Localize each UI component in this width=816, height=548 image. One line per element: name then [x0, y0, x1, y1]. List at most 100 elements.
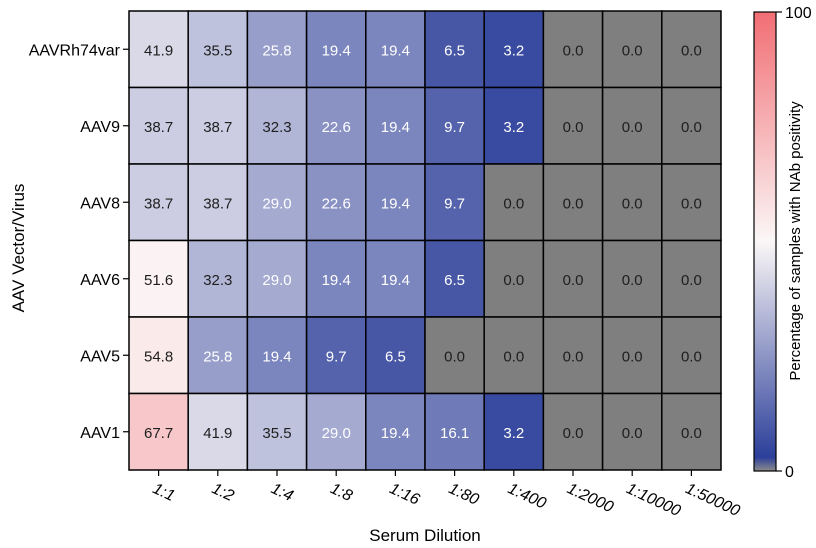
heatmap-cell	[483, 163, 545, 242]
heatmap-cell-label: 6.5	[444, 272, 465, 289]
heatmap-cell	[601, 239, 663, 318]
heatmap-cell-label: 0.0	[563, 272, 584, 289]
heatmap-cell-label: 32.3	[203, 272, 232, 289]
heatmap-cell	[187, 316, 249, 395]
heatmap-cell	[424, 10, 485, 89]
heatmap-cell	[661, 10, 722, 89]
heatmap-cell-label: 0.0	[622, 272, 643, 289]
heatmap-cell	[601, 163, 663, 242]
heatmap-cell-label: 0.0	[444, 348, 465, 365]
heatmap-cell-label: 22.6	[322, 195, 351, 212]
heatmap-cell-label: 0.0	[622, 195, 643, 212]
heatmap-cell-label: 9.7	[444, 119, 465, 136]
heatmap-cell-label: 6.5	[444, 42, 465, 59]
y-tick-label: AAV5	[80, 348, 120, 365]
heatmap-cell-label: 0.0	[681, 119, 702, 136]
colorbar: 100 0 Percentage of samples with NAb pos…	[753, 5, 812, 481]
heatmap-cell-label: 54.8	[144, 348, 173, 365]
heatmap-cell-label: 51.6	[144, 272, 173, 289]
heatmap-cell-label: 0.0	[563, 425, 584, 442]
heatmap-cell	[661, 316, 722, 395]
heatmap-cell	[305, 86, 367, 165]
heatmap-cell-label: 0.0	[681, 42, 702, 59]
x-tick-label: 1:80	[446, 480, 481, 509]
heatmap-cell-label: 0.0	[563, 42, 584, 59]
heatmap-cell	[246, 163, 308, 242]
heatmap-cell-label: 0.0	[622, 42, 643, 59]
heatmap-cell	[661, 239, 722, 318]
x-tick-label: 1:8	[328, 480, 355, 505]
heatmap-cell-label: 19.4	[381, 195, 410, 212]
heatmap-cell-label: 25.8	[203, 348, 232, 365]
x-tick-label: 1:2000	[564, 480, 616, 516]
y-tick-label: AAV1	[80, 425, 120, 442]
x-tick-label: 1:10000	[624, 480, 684, 520]
heatmap-cell-label: 38.7	[144, 119, 173, 136]
heatmap-cell	[246, 316, 308, 395]
heatmap-cell-label: 19.4	[381, 42, 410, 59]
heatmap-cell	[128, 392, 189, 471]
colorbar-tick-label-max: 100	[785, 5, 812, 22]
heatmap-cell-label: 0.0	[563, 119, 584, 136]
heatmap-cell-label: 25.8	[262, 42, 291, 59]
heatmap-cell	[483, 239, 545, 318]
heatmap-cell	[187, 86, 249, 165]
heatmap-cell	[128, 10, 189, 89]
heatmap-cell	[187, 163, 249, 242]
heatmap-cell	[661, 163, 722, 242]
heatmap-cell-label: 29.0	[262, 195, 291, 212]
x-tick-label: 1:4	[268, 480, 295, 505]
heatmap-cell-label: 0.0	[503, 348, 524, 365]
colorbar-label: Percentage of samples with NAb positivit…	[787, 101, 804, 381]
heatmap-cell-label: 0.0	[622, 425, 643, 442]
heatmap-cell-label: 19.4	[381, 119, 410, 136]
x-tick-label: 1:1	[150, 480, 177, 505]
heatmap-cell-label: 0.0	[622, 119, 643, 136]
y-tick-label: AAV9	[80, 119, 120, 136]
x-tick-labels: 1:1 1:2 1:4 1:8 1:16 1:80 1:400 1:2000 1:10000 1:…	[150, 470, 742, 520]
colorbar-tick-label-min: 0	[785, 464, 794, 481]
heatmap-cell	[128, 239, 189, 318]
y-tick-label: AAVRh74var	[29, 42, 121, 59]
x-tick-label: 1:2	[209, 480, 236, 505]
heatmap-cell-label: 0.0	[503, 272, 524, 289]
heatmap-cell-label: 9.7	[444, 195, 465, 212]
y-tick-labels: AAVRh74var AAV9 AAV8 AAV6 AAV5 AAV1	[29, 42, 129, 442]
x-tick-label: 1:400	[505, 480, 549, 512]
heatmap-cell-label: 6.5	[385, 348, 406, 365]
heatmap-cell-label: 35.5	[262, 425, 291, 442]
heatmap-cell	[424, 239, 485, 318]
heatmap-cell-label: 19.4	[262, 348, 291, 365]
heatmap-cell-label: 0.0	[681, 195, 702, 212]
y-tick-label: AAV8	[80, 195, 120, 212]
heatmap-cell-label: 0.0	[503, 195, 524, 212]
heatmap-cell-label: 35.5	[203, 42, 232, 59]
heatmap-cell	[601, 316, 663, 395]
heatmap-cell	[305, 392, 367, 471]
heatmap-cell-label: 16.1	[440, 425, 469, 442]
heatmap-cell-label: 0.0	[563, 195, 584, 212]
heatmap-cell-label: 29.0	[262, 272, 291, 289]
heatmap-cells: 41.9 35.5 25.8 19.4 19.4 6.5 3.2 0.0 0.0 0.0 38.7 3…	[128, 10, 722, 471]
heatmap-cell	[542, 86, 604, 165]
heatmap-cell-label: 0.0	[681, 348, 702, 365]
heatmap-cell	[661, 86, 722, 165]
heatmap-cell-label: 19.4	[322, 42, 351, 59]
heatmap-cell-label: 0.0	[622, 348, 643, 365]
y-axis-label: AAV Vector/Virus	[9, 184, 28, 313]
heatmap-cell	[424, 316, 485, 395]
heatmap-cell-label: 22.6	[322, 119, 351, 136]
heatmap-cell-label: 9.7	[326, 348, 347, 365]
heatmap-cell	[601, 392, 663, 471]
heatmap-cell-label: 3.2	[503, 119, 524, 136]
heatmap-cell-label: 0.0	[681, 425, 702, 442]
heatmap-cell	[601, 86, 663, 165]
heatmap-cell-label: 41.9	[144, 42, 173, 59]
heatmap-cell-label: 19.4	[381, 272, 410, 289]
heatmap-cell	[424, 392, 485, 471]
heatmap-cell	[483, 86, 545, 165]
heatmap-cell	[542, 316, 604, 395]
x-tick-label: 1:16	[387, 480, 422, 509]
heatmap-cell	[246, 392, 308, 471]
